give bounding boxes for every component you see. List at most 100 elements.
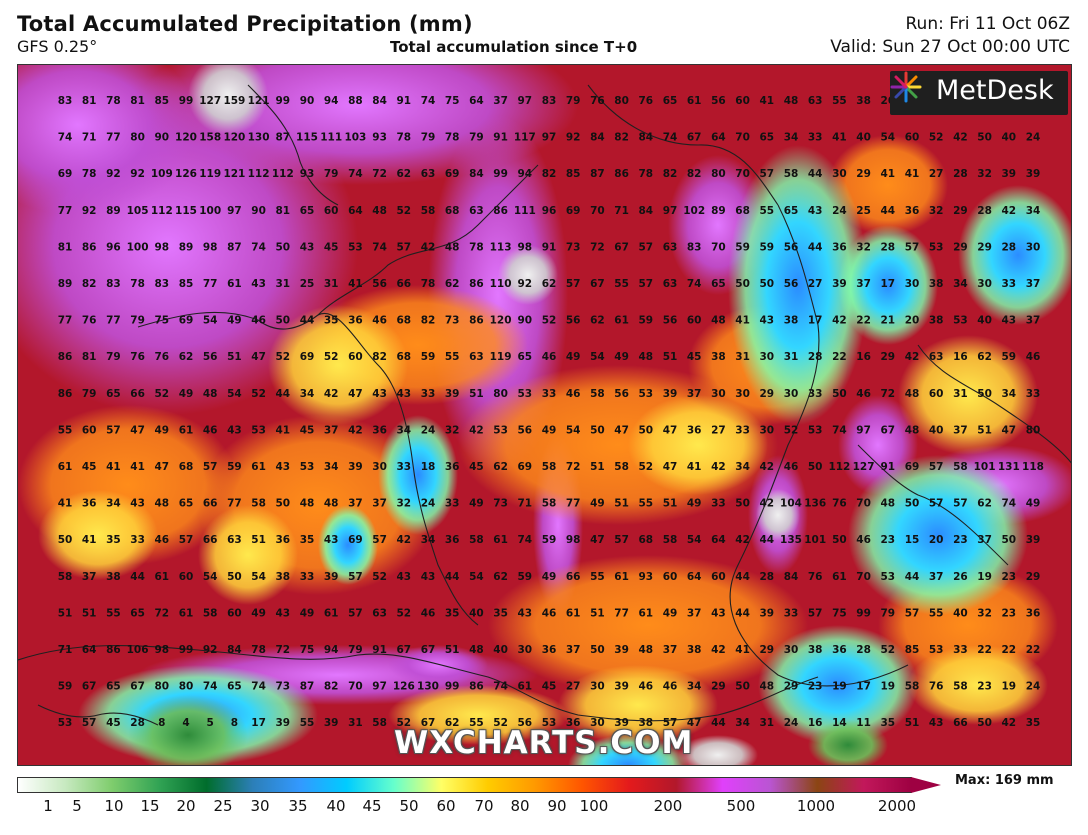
grid-value: 69 xyxy=(179,315,194,327)
grid-value: 94 xyxy=(324,644,339,656)
grid-value: 46 xyxy=(154,534,169,546)
grid-value: 97 xyxy=(227,205,242,217)
grid-value: 99 xyxy=(856,607,871,619)
grid-value: 33 xyxy=(711,498,726,510)
legend-tick-label: 200 xyxy=(653,797,683,815)
grid-value: 93 xyxy=(372,132,387,144)
grid-value: 86 xyxy=(82,241,97,253)
grid-value: 23 xyxy=(1001,571,1016,583)
grid-value: 24 xyxy=(421,498,436,510)
grid-value: 65 xyxy=(106,681,121,693)
grid-value: 110 xyxy=(490,278,512,290)
grid-value: 75 xyxy=(445,95,460,107)
grid-value: 44 xyxy=(711,717,726,729)
grid-value: 27 xyxy=(929,168,944,180)
grid-value: 93 xyxy=(300,168,315,180)
grid-value: 88 xyxy=(348,95,363,107)
grid-value: 30 xyxy=(759,424,774,436)
grid-value: 43 xyxy=(517,607,532,619)
grid-value: 41 xyxy=(832,132,847,144)
grid-value: 98 xyxy=(517,241,532,253)
grid-value: 93 xyxy=(638,571,653,583)
grid-value: 119 xyxy=(199,168,221,180)
grid-value: 94 xyxy=(324,95,339,107)
grid-value: 50 xyxy=(977,717,992,729)
grid-value: 66 xyxy=(203,534,218,546)
grid-value: 159 xyxy=(223,95,245,107)
grid-value: 19 xyxy=(880,681,895,693)
grid-value: 130 xyxy=(248,132,270,144)
grid-value: 112 xyxy=(248,168,270,180)
grid-value: 51 xyxy=(905,717,920,729)
grid-value: 5 xyxy=(207,717,214,729)
grid-value: 17 xyxy=(808,315,823,327)
grid-value: 79 xyxy=(82,388,97,400)
grid-value: 23 xyxy=(953,534,968,546)
grid-value: 73 xyxy=(275,681,290,693)
grid-value: 50 xyxy=(735,278,750,290)
grid-value: 47 xyxy=(130,424,145,436)
grid-value: 41 xyxy=(348,278,363,290)
grid-value: 91 xyxy=(372,644,387,656)
grid-value: 54 xyxy=(880,132,895,144)
grid-value: 23 xyxy=(880,534,895,546)
grid-value: 29 xyxy=(953,205,968,217)
grid-value: 53 xyxy=(929,241,944,253)
grid-value: 35 xyxy=(324,315,339,327)
grid-value: 67 xyxy=(396,644,411,656)
grid-value: 55 xyxy=(929,607,944,619)
grid-value: 47 xyxy=(663,424,678,436)
grid-value: 70 xyxy=(856,571,871,583)
grid-value: 36 xyxy=(566,717,581,729)
grid-value: 73 xyxy=(566,241,581,253)
grid-value: 65 xyxy=(227,681,242,693)
grid-value: 57 xyxy=(396,241,411,253)
grid-value: 39 xyxy=(614,717,629,729)
grid-value: 74 xyxy=(58,132,73,144)
grid-value: 76 xyxy=(832,498,847,510)
grid-value: 44 xyxy=(905,571,920,583)
grid-value: 39 xyxy=(1026,168,1041,180)
grid-value: 69 xyxy=(445,168,460,180)
grid-value: 63 xyxy=(808,95,823,107)
grid-value: 84 xyxy=(590,132,605,144)
grid-value: 53 xyxy=(251,424,266,436)
grid-value: 74 xyxy=(493,681,508,693)
grid-value: 60 xyxy=(735,95,750,107)
grid-value: 35 xyxy=(1026,717,1041,729)
grid-value: 28 xyxy=(130,717,145,729)
grid-value: 32 xyxy=(396,498,411,510)
grid-value: 92 xyxy=(106,168,121,180)
grid-value: 24 xyxy=(421,424,436,436)
grid-value: 76 xyxy=(929,681,944,693)
grid-value: 55 xyxy=(58,424,73,436)
grid-value: 121 xyxy=(248,95,270,107)
grid-value: 51 xyxy=(445,644,460,656)
legend-color-bar xyxy=(17,777,912,793)
grid-value: 8 xyxy=(231,717,238,729)
grid-value: 98 xyxy=(203,241,218,253)
grid-value: 48 xyxy=(711,315,726,327)
grid-value: 55 xyxy=(759,205,774,217)
grid-value: 42 xyxy=(711,644,726,656)
grid-value: 84 xyxy=(638,205,653,217)
grid-value: 32 xyxy=(445,424,460,436)
grid-value: 41 xyxy=(82,534,97,546)
grid-value: 51 xyxy=(590,461,605,473)
grid-value: 62 xyxy=(493,461,508,473)
grid-value: 65 xyxy=(517,351,532,363)
grid-value: 38 xyxy=(275,571,290,583)
grid-value: 63 xyxy=(372,607,387,619)
grid-value: 78 xyxy=(106,95,121,107)
grid-value: 60 xyxy=(711,571,726,583)
grid-value: 92 xyxy=(517,278,532,290)
legend-tick-label: 70 xyxy=(474,797,494,815)
grid-value: 50 xyxy=(275,241,290,253)
grid-value: 97 xyxy=(517,95,532,107)
metdesk-logo-text: MetDesk xyxy=(936,75,1054,106)
grid-value: 37 xyxy=(663,644,678,656)
grid-value: 43 xyxy=(300,241,315,253)
grid-value: 53 xyxy=(929,644,944,656)
grid-value: 64 xyxy=(711,534,726,546)
grid-value: 59 xyxy=(1001,351,1016,363)
